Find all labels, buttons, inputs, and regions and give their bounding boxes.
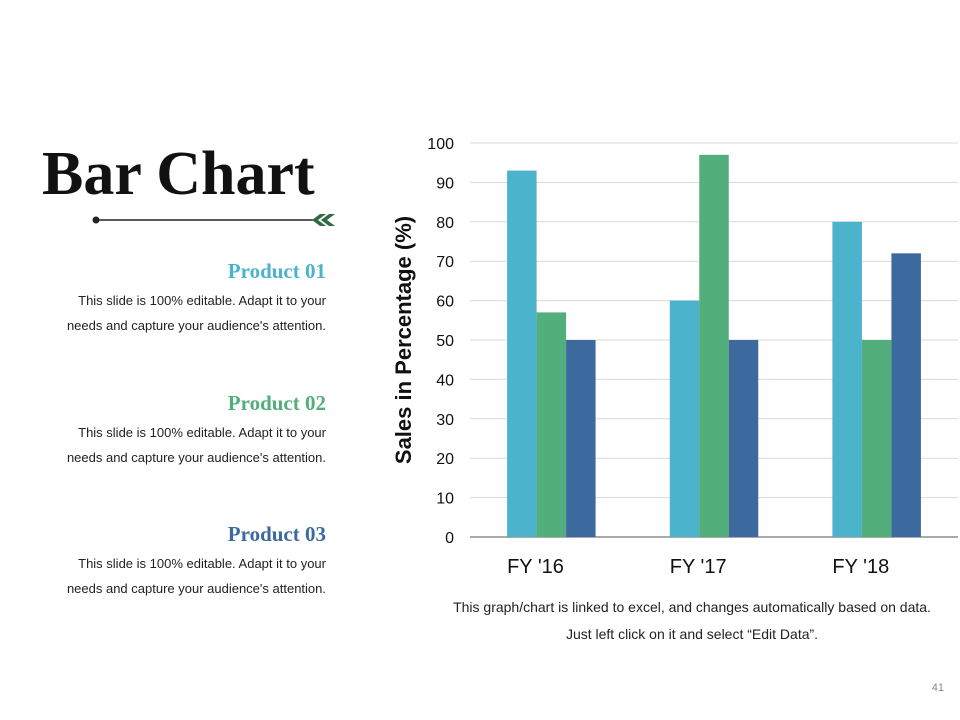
- bar: [728, 340, 759, 537]
- bar: [507, 170, 537, 537]
- product-description: This slide is 100% editable. Adapt it to…: [66, 556, 326, 596]
- y-tick-label: 50: [436, 333, 454, 350]
- product-heading: Product 01: [227, 259, 326, 283]
- x-tick-label: FY '17: [670, 556, 727, 578]
- bar: [891, 253, 921, 537]
- x-tick-label: FY '18: [832, 556, 889, 578]
- y-tick-label: 30: [436, 412, 454, 429]
- bar: [861, 340, 892, 537]
- product-block-03: Product 03 This slide is 100% editable. …: [66, 521, 326, 601]
- y-tick-label: 70: [436, 254, 454, 271]
- slide-title: Bar Chart: [42, 140, 315, 208]
- product-description: This slide is 100% editable. Adapt it to…: [66, 425, 326, 465]
- chart-note: This graph/chart is linked to excel, and…: [453, 599, 931, 642]
- product-block-02: Product 02 This slide is 100% editable. …: [66, 390, 326, 470]
- bar: [536, 312, 567, 537]
- y-tick-label: 40: [436, 372, 454, 389]
- bar: [669, 300, 700, 537]
- bar: [699, 154, 729, 537]
- y-tick-label: 10: [436, 491, 454, 508]
- y-axis-title: Sales in Percentage (%): [391, 216, 416, 464]
- y-tick-label: 60: [436, 294, 454, 311]
- product-description: This slide is 100% editable. Adapt it to…: [66, 293, 326, 333]
- product-block-01: Product 01 This slide is 100% editable. …: [66, 258, 326, 338]
- bar-chart: 0 10 20 30 40 50 60 70 80 90 100 Sales in Percentag…: [391, 136, 958, 578]
- arrow-fletching-icon: [312, 214, 335, 226]
- x-tick-label: FY '16: [507, 556, 564, 578]
- product-heading: Product 02: [227, 391, 326, 415]
- bar: [566, 340, 596, 537]
- y-tick-label: 90: [436, 175, 454, 192]
- y-tick-label: 0: [445, 530, 454, 547]
- y-tick-label: 20: [436, 451, 454, 468]
- bar: [832, 221, 862, 538]
- page-number: 41: [931, 682, 944, 694]
- product-heading: Product 03: [227, 522, 326, 546]
- title-divider: [92, 214, 335, 226]
- y-tick-label: 100: [427, 136, 454, 153]
- y-tick-label: 80: [436, 215, 454, 232]
